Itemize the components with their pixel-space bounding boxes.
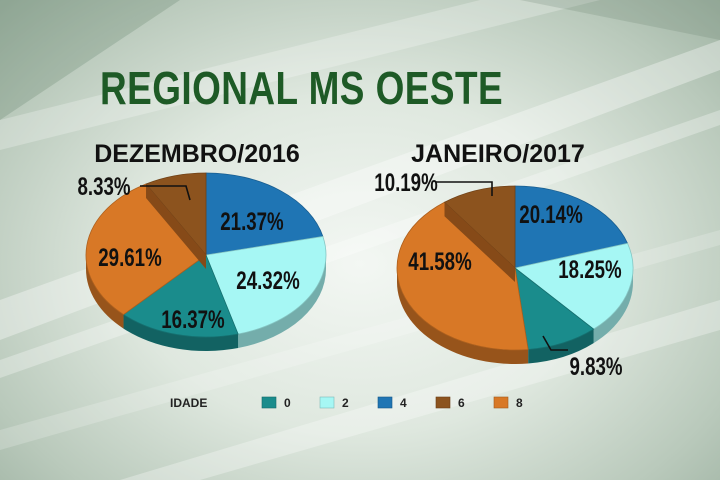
pie-slice-0 — [514, 267, 595, 350]
pie-label-8: 29.61% — [98, 243, 162, 271]
pie-slice-4 — [205, 172, 324, 256]
label-leader-6 — [140, 185, 191, 201]
chart-title: REGIONAL MS OESTE — [100, 62, 503, 114]
pie-inner-wall — [444, 202, 515, 282]
pie-label-0: 16.37% — [161, 305, 225, 333]
pie-slice-8 — [396, 201, 529, 351]
legend-title: IDADE — [170, 396, 207, 410]
pie-label-2: 18.25% — [558, 255, 622, 283]
legend-swatch-2 — [319, 396, 335, 409]
pie-label-2: 24.32% — [236, 266, 300, 294]
legend-label-2: 2 — [342, 396, 349, 410]
legend-label-0: 0 — [284, 396, 291, 410]
pie-slice-8 — [85, 183, 207, 316]
label-leader-6 — [436, 181, 493, 196]
pie-side-8 — [86, 255, 124, 329]
legend-label-6: 6 — [458, 396, 465, 410]
legend-label-4: 4 — [400, 396, 407, 410]
pie-side-8 — [397, 268, 529, 364]
pie-slice-6 — [443, 185, 516, 269]
pie-label-6: 8.33% — [78, 172, 131, 200]
pie-side-2 — [593, 268, 633, 344]
pie-label-4: 21.37% — [220, 207, 284, 235]
pie-label-6: 10.19% — [374, 168, 438, 196]
legend-swatch-8 — [493, 396, 509, 409]
pie-label-8: 41.58% — [408, 247, 472, 275]
legend-swatch-0 — [261, 396, 277, 409]
pie-slice-4 — [514, 185, 629, 269]
pie-slice-6 — [145, 172, 207, 257]
legend-swatch-6 — [435, 396, 451, 409]
pie-chart-dezembro-2016: DEZEMBRO/2016 21.37% 24.32% 16.37% 29.61% 8.… — [78, 140, 327, 351]
pie-label-0: 9.83% — [570, 352, 623, 380]
pie-side-2 — [238, 255, 326, 349]
label-leader-0 — [542, 335, 568, 351]
legend: IDADE 0 2 4 6 8 — [170, 396, 523, 410]
pie-slice-2 — [514, 242, 634, 330]
pie-chart-janeiro-2017: JANEIRO/2017 20.14% 18.25% 9.83% 41.58% 10.1… — [374, 140, 634, 381]
pie-title-janeiro-2017: JANEIRO/2017 — [411, 140, 585, 168]
pie-title-dezembro-2016: DEZEMBRO/2016 — [94, 140, 300, 168]
pie-side-0 — [123, 314, 239, 351]
pie-slice-0 — [122, 254, 239, 338]
pie-slice-2 — [205, 236, 327, 335]
pie-inner-wall — [146, 183, 206, 269]
pie-label-4: 20.14% — [519, 200, 583, 228]
legend-swatch-4 — [377, 396, 393, 409]
legend-label-8: 8 — [516, 396, 523, 410]
